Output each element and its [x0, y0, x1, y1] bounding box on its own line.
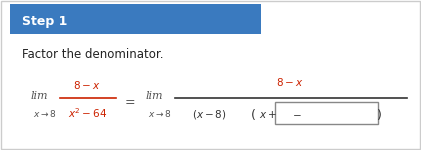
Text: $)$: $)$ [376, 106, 381, 122]
FancyBboxPatch shape [275, 102, 378, 124]
Text: $8-x$: $8-x$ [276, 76, 304, 88]
Text: $8-x$: $8-x$ [73, 79, 101, 91]
Text: $($: $($ [250, 106, 256, 122]
Text: Factor the denominator.: Factor the denominator. [22, 48, 164, 61]
Text: lim: lim [146, 91, 163, 101]
FancyBboxPatch shape [10, 4, 261, 34]
Text: $=$: $=$ [122, 94, 136, 107]
Text: lim: lim [31, 91, 48, 101]
Text: $x\to8$: $x\to8$ [148, 108, 171, 119]
Text: $x^2-64$: $x^2-64$ [67, 106, 107, 120]
Text: $-$: $-$ [292, 110, 302, 118]
Text: Step 1: Step 1 [22, 15, 68, 28]
Text: $x\to8$: $x\to8$ [33, 108, 56, 119]
Text: $(x-8)$: $(x-8)$ [192, 108, 226, 120]
Text: $x+$: $x+$ [259, 108, 277, 120]
